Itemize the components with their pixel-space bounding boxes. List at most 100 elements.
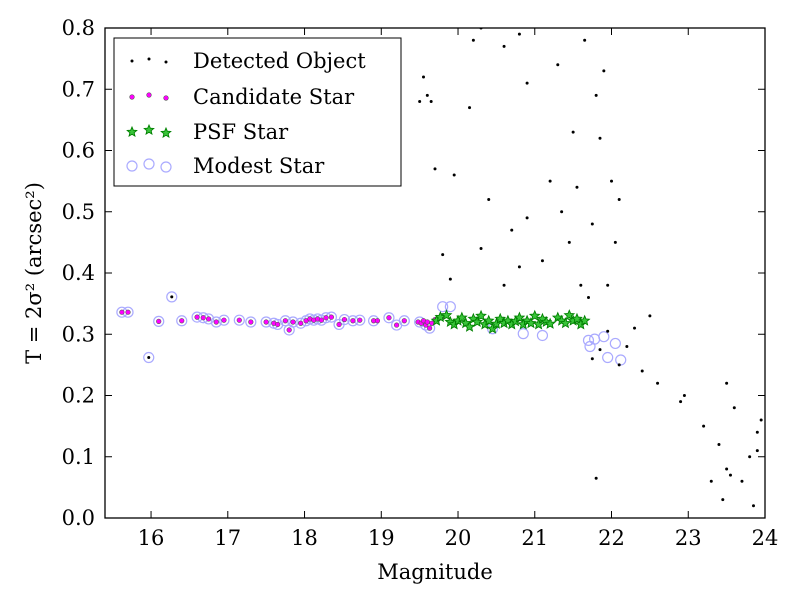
point-modest-star xyxy=(582,334,595,346)
point-detected-object xyxy=(525,216,529,220)
point-detected-object xyxy=(502,283,506,287)
point-modest-star xyxy=(218,314,230,326)
point-detected-object xyxy=(425,93,429,97)
legend-label-detected-object: Detected Object xyxy=(193,49,366,73)
point-candidate-star xyxy=(275,321,281,328)
y-tick-label: 0.1 xyxy=(62,445,95,469)
legend-marker-detected-object xyxy=(130,59,134,63)
y-tick-label: 0.8 xyxy=(62,16,95,40)
point-modest-star xyxy=(609,337,621,350)
legend-label-psf-star: PSF Star xyxy=(193,120,289,144)
point-psf-star xyxy=(571,312,583,324)
point-candidate-star xyxy=(236,317,242,323)
point-detected-object xyxy=(540,259,544,263)
series-detected-object xyxy=(147,20,763,508)
point-psf-star xyxy=(532,318,545,330)
point-detected-object xyxy=(583,38,587,42)
legend-marker-detected-object xyxy=(147,57,151,61)
y-tick-label: 0.7 xyxy=(62,77,95,101)
legend-markers xyxy=(126,57,172,173)
point-detected-object xyxy=(721,498,725,502)
point-candidate-star xyxy=(328,314,334,320)
point-modest-star xyxy=(398,315,410,327)
legend-marker-candidate-star xyxy=(129,94,135,100)
point-candidate-star xyxy=(350,318,356,324)
point-detected-object xyxy=(682,394,686,397)
point-psf-star xyxy=(471,315,484,327)
point-candidate-star xyxy=(179,318,185,324)
point-detected-object xyxy=(452,173,456,177)
point-detected-object xyxy=(656,381,660,385)
point-modest-star xyxy=(589,333,601,345)
point-candidate-star xyxy=(194,314,200,320)
point-detected-object xyxy=(755,430,759,434)
point-modest-star xyxy=(210,316,222,328)
point-detected-object xyxy=(594,93,598,97)
points-group xyxy=(116,20,763,508)
point-psf-star xyxy=(475,309,487,321)
point-detected-object xyxy=(606,283,610,287)
y-tick-label: 0.0 xyxy=(62,506,95,530)
point-detected-object xyxy=(510,228,514,232)
point-candidate-star xyxy=(401,318,407,324)
axis-ticks: 16 17 18 19 20 21 22 23 24 0.0 0.1 0.2 0.3 0.4 0.5 0.6 0… xyxy=(62,16,779,550)
point-psf-star xyxy=(525,317,537,329)
point-modest-star xyxy=(245,316,257,328)
point-detected-object xyxy=(502,44,506,48)
point-candidate-star xyxy=(374,318,381,324)
point-detected-object xyxy=(147,356,151,360)
point-detected-object xyxy=(571,130,575,134)
point-detected-object xyxy=(567,240,571,244)
point-detected-object xyxy=(429,100,433,103)
point-psf-star xyxy=(455,311,468,323)
point-detected-object xyxy=(525,81,529,85)
point-candidate-star xyxy=(357,317,363,323)
point-detected-object xyxy=(709,479,713,483)
point-detected-object xyxy=(732,406,736,410)
point-detected-object xyxy=(517,265,521,269)
legend-marker-psf-star xyxy=(126,125,138,137)
point-modest-star xyxy=(287,316,299,328)
point-detected-object xyxy=(541,20,544,23)
point-candidate-star xyxy=(156,318,162,324)
point-candidate-star xyxy=(119,309,125,315)
point-candidate-star xyxy=(282,318,288,324)
point-psf-star xyxy=(544,317,556,329)
point-detected-object xyxy=(579,283,583,287)
point-modest-star xyxy=(176,315,188,327)
point-candidate-star xyxy=(290,319,296,325)
point-detected-object xyxy=(606,329,610,333)
point-candidate-star xyxy=(323,315,329,321)
point-detected-object xyxy=(448,277,452,281)
point-detected-object xyxy=(717,443,721,446)
point-detected-object xyxy=(613,240,617,244)
point-detected-object xyxy=(590,357,594,361)
point-detected-object xyxy=(418,100,422,103)
point-detected-object xyxy=(759,418,763,422)
point-candidate-star xyxy=(386,315,392,321)
point-candidate-star xyxy=(125,309,131,315)
point-detected-object xyxy=(586,296,590,299)
point-detected-object xyxy=(728,473,732,477)
x-tick-label: 16 xyxy=(138,526,165,550)
point-detected-object xyxy=(755,449,759,453)
point-detected-object xyxy=(421,75,425,79)
point-candidate-star xyxy=(336,321,342,328)
legend-marker-modest-star xyxy=(126,160,138,172)
point-detected-object xyxy=(617,363,621,367)
point-modest-star xyxy=(383,312,395,324)
point-modest-star xyxy=(260,316,272,328)
point-candidate-star xyxy=(206,316,212,322)
legend-marker-psf-star xyxy=(160,126,172,138)
point-detected-object xyxy=(725,467,729,471)
legend-label-candidate-star: Candidate Star xyxy=(193,85,355,109)
point-psf-star xyxy=(482,314,495,326)
point-psf-star xyxy=(528,309,541,321)
legend-marker-detected-object xyxy=(164,60,168,64)
point-detected-object xyxy=(702,424,706,428)
point-detected-object xyxy=(751,504,755,508)
point-candidate-star xyxy=(318,317,325,323)
legend-marker-candidate-star xyxy=(146,92,152,98)
y-tick-label: 0.5 xyxy=(62,200,95,224)
